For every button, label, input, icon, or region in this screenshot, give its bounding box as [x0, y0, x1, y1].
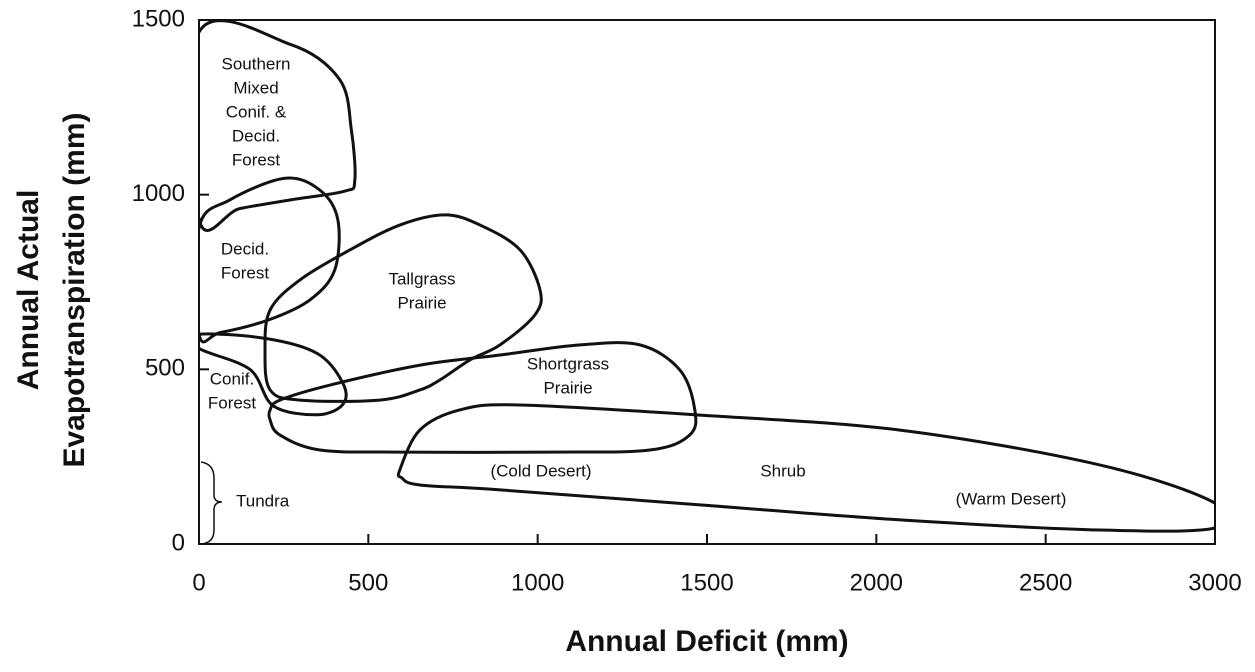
region-label: Prairie — [543, 378, 592, 397]
region-label: Conif. & — [226, 102, 287, 121]
plot-frame — [198, 19, 1216, 545]
x-tick-label: 2500 — [1019, 569, 1072, 596]
annotation: Tundra — [236, 491, 290, 510]
x-tick-label: 1000 — [511, 569, 564, 596]
region-outline — [263, 213, 543, 403]
region-label: (Cold Desert) — [490, 461, 591, 480]
region-label: Prairie — [397, 293, 446, 312]
region-label: Forest — [221, 263, 269, 282]
y-axis-label: Annual Actual — [12, 190, 45, 391]
y-tick-label: 1500 — [132, 5, 185, 32]
regions — [199, 20, 1215, 533]
region-outline — [267, 341, 698, 454]
region-label: Conif. — [210, 369, 254, 388]
region-outline — [199, 332, 348, 417]
x-tick-label: 500 — [348, 569, 388, 596]
x-tick-label: 3000 — [1188, 569, 1241, 596]
region-label: Mixed — [233, 78, 278, 97]
tundra-brace — [200, 461, 223, 545]
region-label: Tallgrass — [388, 269, 455, 288]
y-tick-label: 1000 — [132, 180, 185, 207]
region-outline — [396, 403, 1215, 533]
region-label: Decid. — [221, 239, 269, 258]
x-axis-label: Annual Deficit (mm) — [565, 625, 848, 658]
region-label: Shrub — [760, 461, 805, 480]
region-label: (Warm Desert) — [956, 489, 1067, 508]
x-tick-label: 1500 — [680, 569, 733, 596]
x-tick-label: 2000 — [850, 569, 903, 596]
y-axis-label: Evapotranspiration (mm) — [58, 112, 91, 467]
region-outline — [199, 176, 341, 344]
y-tick-label: 500 — [145, 355, 185, 382]
x-tick-label: 0 — [192, 569, 205, 596]
region-label: Decid. — [232, 126, 280, 145]
region-label: Southern — [222, 54, 291, 73]
region-outline — [199, 20, 357, 232]
region-label: Shortgrass — [527, 354, 609, 373]
region-label: Forest — [208, 393, 256, 412]
region-label: Forest — [232, 150, 280, 169]
y-tick-label: 0 — [172, 529, 185, 556]
